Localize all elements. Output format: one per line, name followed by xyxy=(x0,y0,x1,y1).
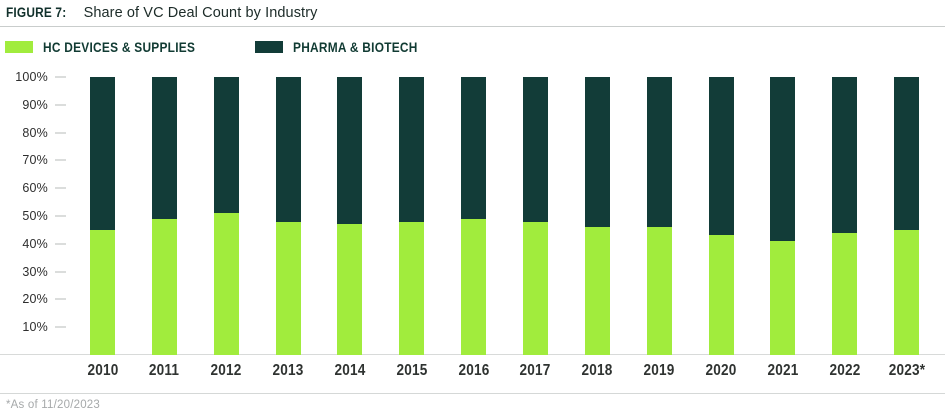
legend-label-pharma-biotech: PHARMA & BIOTECH xyxy=(293,38,418,55)
bar-2015 xyxy=(399,77,425,355)
bar-2014 xyxy=(337,77,363,355)
bar-2016 xyxy=(461,77,487,355)
x-axis-label-2020: 2020 xyxy=(705,362,737,379)
y-axis-label-30: 30% xyxy=(22,264,48,279)
bottom-divider xyxy=(0,393,945,394)
bar-2011-pharma-biotech-segment xyxy=(151,77,177,219)
bar-2020-pharma-biotech-segment xyxy=(708,77,734,236)
x-axis-label-2023: 2023* xyxy=(888,362,925,379)
bar-2013-hc-devices-segment xyxy=(275,221,301,355)
x-axis-label-2019: 2019 xyxy=(643,362,675,379)
bar-2013 xyxy=(275,77,301,355)
x-axis-label-2013: 2013 xyxy=(272,362,304,379)
bar-2020 xyxy=(708,77,734,355)
legend-label-hc-devices: HC DEVICES & SUPPLIES xyxy=(43,38,196,55)
y-axis-tick-40 xyxy=(55,242,66,245)
bar-2023-hc-devices-segment xyxy=(894,229,920,355)
bar-2016-hc-devices-segment xyxy=(461,218,487,355)
y-axis-label-40: 40% xyxy=(22,236,48,251)
bar-2011 xyxy=(151,77,177,355)
bar-2017-pharma-biotech-segment xyxy=(522,77,548,222)
bar-2010-hc-devices-segment xyxy=(90,229,115,355)
bar-2012-hc-devices-segment xyxy=(213,213,239,355)
y-axis-label-100: 100% xyxy=(15,70,48,84)
x-axis-label-2018: 2018 xyxy=(581,362,613,379)
bar-2018-pharma-biotech-segment xyxy=(584,77,610,228)
bar-2021 xyxy=(770,77,796,355)
y-axis-tick-80 xyxy=(55,131,66,134)
bar-2019-pharma-biotech-segment xyxy=(646,77,672,228)
bar-2020-hc-devices-segment xyxy=(708,235,734,355)
y-axis-label-90: 90% xyxy=(22,97,48,112)
legend-item-pharma-biotech: PHARMA & BIOTECH xyxy=(255,38,440,55)
bar-2015-hc-devices-segment xyxy=(399,221,425,355)
bar-2023-pharma-biotech-segment xyxy=(894,77,920,230)
bar-2018 xyxy=(584,77,610,355)
bar-2019 xyxy=(646,77,672,355)
y-axis-tick-30 xyxy=(55,270,66,273)
x-axis-label-2015: 2015 xyxy=(396,362,428,379)
bar-2012 xyxy=(213,77,239,355)
y-axis-label-20: 20% xyxy=(22,292,48,307)
legend-item-hc-devices: HC DEVICES & SUPPLIES xyxy=(5,38,222,55)
bar-2018-hc-devices-segment xyxy=(584,227,610,355)
bar-2014-hc-devices-segment xyxy=(337,224,363,355)
y-axis-label-60: 60% xyxy=(22,181,48,196)
bar-2011-hc-devices-segment xyxy=(151,218,177,355)
bar-2021-pharma-biotech-segment xyxy=(770,77,796,242)
bar-2022-pharma-biotech-segment xyxy=(832,77,858,233)
x-axis-label-2021: 2021 xyxy=(767,362,799,379)
y-axis-label-50: 50% xyxy=(22,209,48,223)
bar-2014-pharma-biotech-segment xyxy=(337,77,363,225)
bar-2012-pharma-biotech-segment xyxy=(213,77,239,214)
bar-2022 xyxy=(832,77,858,355)
bar-2019-hc-devices-segment xyxy=(646,227,672,355)
x-axis-label-2017: 2017 xyxy=(519,362,551,379)
y-axis-tick-50 xyxy=(55,215,66,217)
legend-swatch-hc-devices-icon xyxy=(5,40,33,53)
bar-2015-pharma-biotech-segment xyxy=(399,77,425,222)
header-divider xyxy=(0,26,945,27)
bar-2013-pharma-biotech-segment xyxy=(275,77,301,222)
legend-swatch-pharma-biotech-icon xyxy=(255,40,283,53)
x-axis-label-2016: 2016 xyxy=(458,362,490,379)
bar-2010 xyxy=(90,77,115,355)
bar-2022-hc-devices-segment xyxy=(832,232,858,355)
footnote: *As of 11/20/2023 xyxy=(6,399,100,411)
y-axis-tick-20 xyxy=(55,298,66,301)
bar-2021-hc-devices-segment xyxy=(770,241,796,355)
y-axis-tick-90 xyxy=(55,103,66,106)
y-axis-label-80: 80% xyxy=(22,125,48,140)
y-axis-label-10: 10% xyxy=(22,320,48,335)
bar-2023 xyxy=(894,77,920,355)
y-axis-label-70: 70% xyxy=(22,153,48,168)
y-axis-tick-70 xyxy=(55,159,66,162)
x-axis-label-2022: 2022 xyxy=(829,362,861,379)
y-axis-tick-100 xyxy=(55,76,66,78)
y-axis-tick-60 xyxy=(55,187,66,190)
bar-2016-pharma-biotech-segment xyxy=(461,77,487,219)
x-axis-label-2010: 2010 xyxy=(87,362,118,379)
figure-label: FIGURE 7: xyxy=(6,5,67,20)
bar-2010-pharma-biotech-segment xyxy=(90,77,115,230)
x-axis-label-2014: 2014 xyxy=(334,362,366,379)
bar-2017-hc-devices-segment xyxy=(522,221,548,355)
figure-header: FIGURE 7: Share of VC Deal Count by Indu… xyxy=(6,5,317,21)
x-axis-label-2011: 2011 xyxy=(149,362,180,379)
y-axis-tick-10 xyxy=(55,326,66,329)
figure-title: Share of VC Deal Count by Industry xyxy=(83,5,318,21)
bar-2017 xyxy=(522,77,548,355)
x-axis-label-2012: 2012 xyxy=(210,362,242,379)
